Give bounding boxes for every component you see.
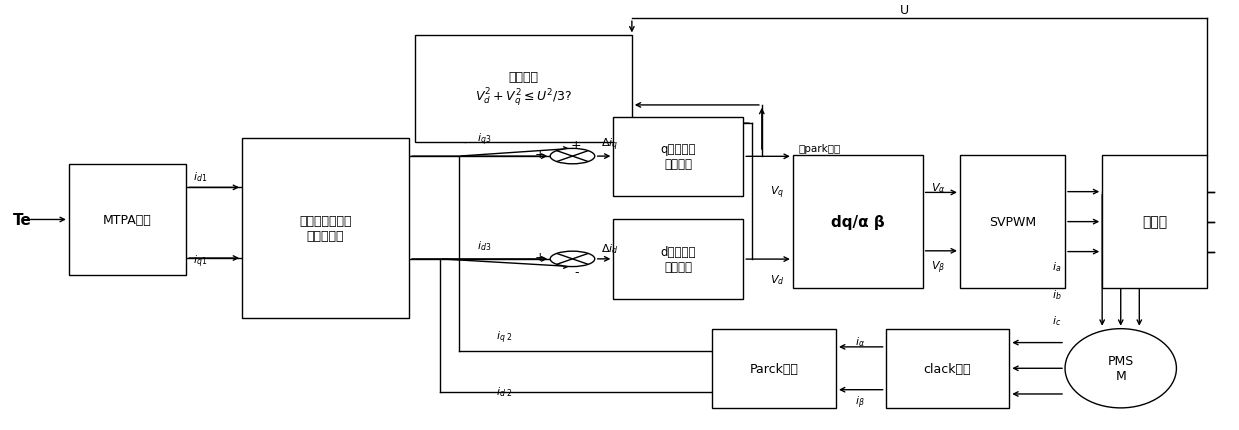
- Bar: [886, 329, 1010, 408]
- Text: $i_\beta$: $i_\beta$: [855, 393, 865, 410]
- Text: $i_{q1}$: $i_{q1}$: [192, 253, 207, 269]
- Bar: [960, 156, 1066, 289]
- Text: $V_\beta$: $V_\beta$: [932, 259, 945, 275]
- Text: dq/α β: dq/α β: [831, 215, 885, 230]
- Text: $i_a$: $i_a$: [1052, 260, 1062, 274]
- Text: 优化的电流超前
角弱磁控制: 优化的电流超前 角弱磁控制: [300, 215, 352, 243]
- Bar: [793, 156, 923, 289]
- Text: MTPA控制: MTPA控制: [103, 213, 152, 227]
- Text: 反park变换: 反park变换: [799, 144, 841, 154]
- Text: Te: Te: [14, 212, 32, 227]
- Ellipse shape: [1066, 329, 1176, 408]
- Bar: [712, 329, 836, 408]
- Text: $\Delta i_q$: $\Delta i_q$: [601, 136, 618, 153]
- Text: $i_{d1}$: $i_{d1}$: [192, 170, 207, 184]
- Text: $i_{d\ 2}$: $i_{d\ 2}$: [496, 384, 513, 398]
- Text: $V_\alpha$: $V_\alpha$: [932, 181, 947, 195]
- Bar: [242, 139, 409, 318]
- Bar: [1103, 156, 1207, 289]
- Text: $\Delta i_d$: $\Delta i_d$: [601, 241, 618, 255]
- Text: -: -: [574, 266, 579, 279]
- Text: $V_q$: $V_q$: [771, 184, 784, 200]
- Bar: [613, 117, 743, 197]
- Text: 逆变器: 逆变器: [1142, 215, 1167, 229]
- Bar: [68, 164, 186, 276]
- Text: +: +: [535, 251, 545, 264]
- Text: clack变换: clack变换: [924, 362, 971, 375]
- Text: U: U: [900, 4, 908, 17]
- Text: Parck变换: Parck变换: [750, 362, 799, 375]
- Text: d轴滑模电
流控制器: d轴滑模电 流控制器: [660, 246, 696, 273]
- Text: +: +: [571, 138, 581, 151]
- Text: $V_d$: $V_d$: [771, 273, 786, 287]
- Circle shape: [550, 149, 595, 164]
- Text: $i_\alpha$: $i_\alpha$: [855, 335, 865, 349]
- Text: +: +: [535, 148, 545, 161]
- Text: $i_b$: $i_b$: [1052, 288, 1062, 301]
- Text: $i_c$: $i_c$: [1052, 313, 1062, 327]
- Circle shape: [550, 252, 595, 267]
- Text: q轴滑模电
流控制器: q轴滑模电 流控制器: [660, 143, 696, 171]
- Text: PMS
M: PMS M: [1108, 354, 1134, 382]
- Bar: [613, 220, 743, 299]
- Bar: [415, 36, 632, 143]
- Text: 弱磁判断
$V_d^2+V_q^2\leq U^2/3$?: 弱磁判断 $V_d^2+V_q^2\leq U^2/3$?: [475, 71, 572, 109]
- Text: SVPWM: SVPWM: [989, 215, 1036, 229]
- Text: $i_{d3}$: $i_{d3}$: [477, 238, 492, 252]
- Text: $i_{q\ 2}$: $i_{q\ 2}$: [496, 329, 513, 346]
- Text: $i_{q3}$: $i_{q3}$: [477, 131, 492, 147]
